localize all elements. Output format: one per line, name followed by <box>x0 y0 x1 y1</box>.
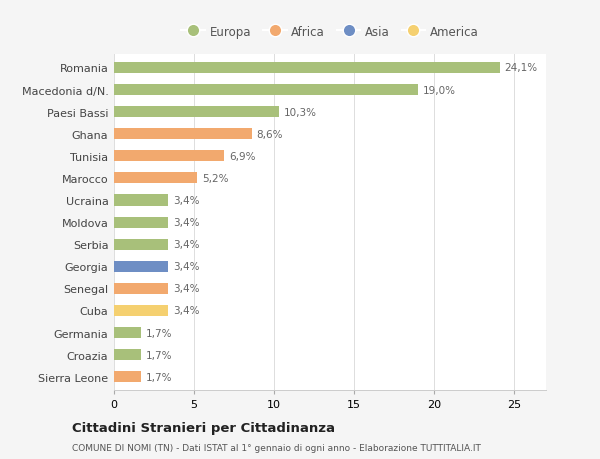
Bar <box>114 261 169 272</box>
Text: 3,4%: 3,4% <box>173 240 200 250</box>
Text: COMUNE DI NOMI (TN) - Dati ISTAT al 1° gennaio di ogni anno - Elaborazione TUTTI: COMUNE DI NOMI (TN) - Dati ISTAT al 1° g… <box>72 443 481 452</box>
Bar <box>114 107 279 118</box>
Bar <box>114 305 169 316</box>
Text: 1,7%: 1,7% <box>146 350 173 360</box>
Text: 1,7%: 1,7% <box>146 372 173 382</box>
Text: Cittadini Stranieri per Cittadinanza: Cittadini Stranieri per Cittadinanza <box>72 421 335 434</box>
Bar <box>114 195 169 206</box>
Bar <box>114 283 169 294</box>
Bar <box>114 349 141 360</box>
Text: 3,4%: 3,4% <box>173 218 200 228</box>
Legend: Europa, Africa, Asia, America: Europa, Africa, Asia, America <box>176 21 484 43</box>
Text: 3,4%: 3,4% <box>173 306 200 316</box>
Text: 3,4%: 3,4% <box>173 284 200 294</box>
Bar <box>114 85 418 96</box>
Bar <box>114 239 169 250</box>
Text: 1,7%: 1,7% <box>146 328 173 338</box>
Bar <box>114 151 224 162</box>
Bar <box>114 63 500 74</box>
Bar <box>114 327 141 338</box>
Bar <box>114 217 169 228</box>
Bar <box>114 129 251 140</box>
Text: 10,3%: 10,3% <box>284 107 317 118</box>
Text: 6,9%: 6,9% <box>229 151 256 162</box>
Text: 3,4%: 3,4% <box>173 196 200 206</box>
Text: 5,2%: 5,2% <box>202 174 229 184</box>
Text: 24,1%: 24,1% <box>505 63 538 73</box>
Bar <box>114 173 197 184</box>
Text: 3,4%: 3,4% <box>173 262 200 272</box>
Bar <box>114 371 141 382</box>
Text: 8,6%: 8,6% <box>256 129 283 140</box>
Text: 19,0%: 19,0% <box>423 85 456 95</box>
